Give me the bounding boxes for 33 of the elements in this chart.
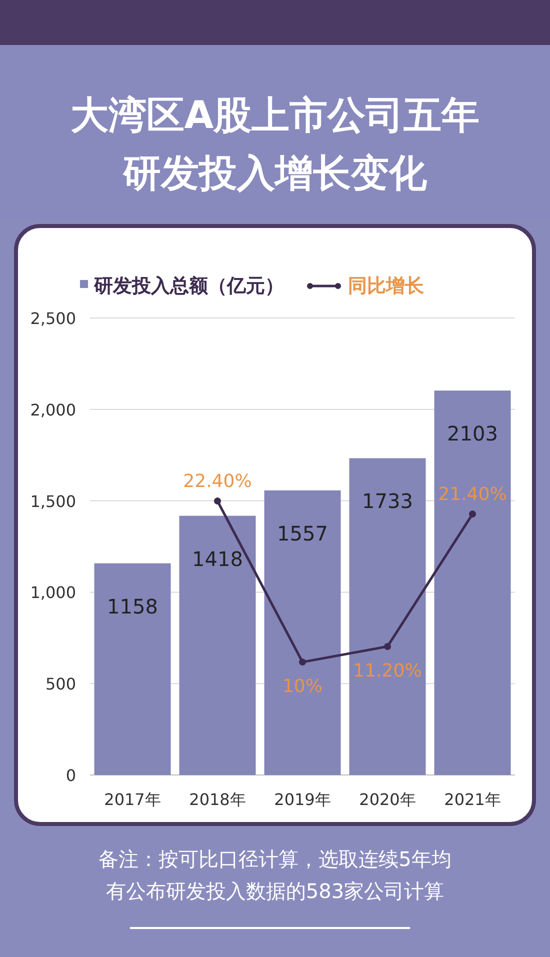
point (469, 510, 476, 518)
y-tick-label: 1,500 (30, 492, 76, 511)
annotation: 备注：按可比口径计算，选取连续5年均有公布研发投入数据的583家公司计算 (98, 847, 452, 903)
legend-label: 同比增长 (348, 275, 425, 297)
bar (264, 490, 341, 775)
y-tick-label: 2,500 (30, 309, 76, 328)
point (299, 658, 306, 666)
data-label: 10% (282, 676, 323, 698)
data-label: 1557 (277, 521, 328, 546)
point (214, 498, 221, 505)
bar (349, 458, 426, 775)
data-label: 1418 (192, 546, 243, 571)
x-tick-label: 2017年 (104, 790, 161, 809)
title: 大湾区A股上市公司五年研发投入增长变化 (70, 93, 480, 195)
data-label: 1733 (362, 489, 413, 514)
data-label: 11.20% (353, 660, 422, 682)
bar (179, 516, 256, 775)
y-tick-label: 1,000 (30, 583, 76, 602)
data-label: 2103 (447, 422, 498, 446)
data-label: 21.40% (438, 484, 507, 506)
data-label: 1158 (107, 594, 158, 618)
data-label: 22.40% (183, 471, 252, 492)
bar (94, 563, 171, 775)
x-tick-label: 2019年 (274, 790, 331, 809)
y-tick-label: 500 (45, 674, 76, 694)
x-tick-label: 2021年 (444, 790, 501, 809)
x-tick-label: 2020年 (359, 790, 416, 809)
legend-label: 研发投入总额（亿元） (93, 275, 284, 297)
bar (434, 390, 511, 775)
x-tick-label: 2018年 (189, 790, 246, 809)
y-tick-label: 2,000 (30, 400, 76, 420)
point (384, 642, 391, 650)
y-tick-label: 0 (66, 766, 76, 785)
